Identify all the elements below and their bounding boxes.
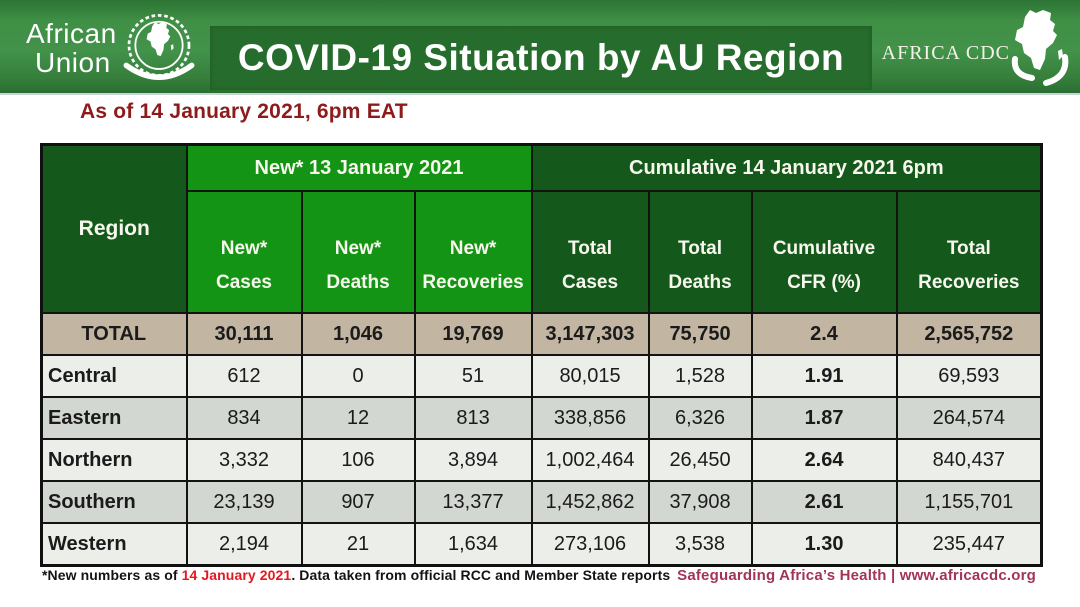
au-logo-line1: African xyxy=(26,18,117,49)
table-row-central: Central 612 0 51 80,015 1,528 1.91 69,59… xyxy=(40,354,1043,398)
footnote-prefix: *New numbers as of xyxy=(42,567,182,583)
col-label-line: New* xyxy=(449,237,497,259)
cell-total-deaths: 75,750 xyxy=(647,312,753,356)
title-band: COVID-19 Situation by AU Region xyxy=(210,26,872,90)
africa-map-hands-icon xyxy=(1011,10,1069,86)
region-label: TOTAL xyxy=(40,312,188,356)
cell-new-deaths: 106 xyxy=(300,438,416,482)
african-union-emblem-icon xyxy=(123,13,195,80)
region-label: Northern xyxy=(40,438,188,482)
group-header-cumulative: Cumulative 14 January 2021 6pm xyxy=(530,143,1043,192)
cell-new-cases: 834 xyxy=(185,396,303,440)
cell-new-cases: 3,332 xyxy=(185,438,303,482)
table-row-eastern: Eastern 834 12 813 338,856 6,326 1.87 26… xyxy=(40,396,1043,440)
cell-new-cases: 30,111 xyxy=(185,312,303,356)
cell-new-cases: 23,139 xyxy=(185,480,303,524)
column-header-total-recoveries: Total Recoveries xyxy=(895,190,1043,314)
cell-total-recoveries: 235,447 xyxy=(895,522,1043,567)
table-row-southern: Southern 23,139 907 13,377 1,452,862 37,… xyxy=(40,480,1043,524)
tagline: Safeguarding Africa’s Health | www.afric… xyxy=(677,567,1036,584)
table-row-northern: Northern 3,332 106 3,894 1,002,464 26,45… xyxy=(40,438,1043,482)
column-header-total-cases: Total Cases xyxy=(530,190,650,314)
col-label-line: Cases xyxy=(216,271,272,293)
cell-total-cases: 1,452,862 xyxy=(530,480,650,524)
cell-new-deaths: 21 xyxy=(300,522,416,567)
cell-cfr: 2.64 xyxy=(750,438,898,482)
cell-cfr: 2.61 xyxy=(750,480,898,524)
cell-new-recoveries: 1,634 xyxy=(413,522,533,567)
cell-new-cases: 612 xyxy=(185,354,303,398)
col-label-line: Recoveries xyxy=(918,271,1020,293)
cell-total-recoveries: 264,574 xyxy=(895,396,1043,440)
column-header-new-cases: New* Cases xyxy=(185,190,303,314)
column-header-cumulative-cfr: Cumulative CFR (%) xyxy=(750,190,898,314)
group-header-row: Region New* 13 January 2021 Cumulative 1… xyxy=(40,143,1043,314)
region-label: Eastern xyxy=(40,396,188,440)
cell-total-cases: 273,106 xyxy=(530,522,650,567)
col-label-line: New* xyxy=(334,237,382,259)
cell-total-recoveries: 2,565,752 xyxy=(895,312,1043,356)
col-label-line: Recoveries xyxy=(422,271,524,293)
cell-total-deaths: 1,528 xyxy=(647,354,753,398)
column-header-new-recoveries: New* Recoveries xyxy=(413,190,533,314)
cell-new-recoveries: 51 xyxy=(413,354,533,398)
cell-new-recoveries: 19,769 xyxy=(413,312,533,356)
col-label-line: Total xyxy=(678,237,723,259)
region-label: Western xyxy=(40,522,188,567)
col-label-line: Total xyxy=(568,237,613,259)
covid-region-table: Region New* 13 January 2021 Cumulative 1… xyxy=(40,143,1044,567)
cell-cfr: 1.91 xyxy=(750,354,898,398)
column-header-region: Region xyxy=(40,143,188,314)
col-label-line: Total xyxy=(946,237,991,259)
table-row-total: TOTAL 30,111 1,046 19,769 3,147,303 75,7… xyxy=(40,312,1043,356)
col-label-line: Deaths xyxy=(326,271,390,293)
region-label: Southern xyxy=(40,480,188,524)
cell-total-deaths: 6,326 xyxy=(647,396,753,440)
col-label-line: Deaths xyxy=(668,271,732,293)
as-of-subtitle: As of 14 January 2021, 6pm EAT xyxy=(80,100,408,123)
footnote-suffix: . Data taken from official RCC and Membe… xyxy=(291,567,671,583)
au-logo-line2: Union xyxy=(35,46,111,78)
footnote-date: 14 January 2021 xyxy=(181,567,292,583)
cell-total-cases: 80,015 xyxy=(530,354,650,398)
region-label: Central xyxy=(40,354,188,398)
header-banner: African Union COVID-19 Situation by AU R… xyxy=(0,0,1080,95)
cell-new-deaths: 1,046 xyxy=(300,312,416,356)
cell-total-cases: 3,147,303 xyxy=(530,312,650,356)
cell-new-recoveries: 13,377 xyxy=(413,480,533,524)
cell-total-recoveries: 840,437 xyxy=(895,438,1043,482)
africa-cdc-wordmark: AFRICA CDC xyxy=(881,42,1010,64)
column-header-total-deaths: Total Deaths xyxy=(647,190,753,314)
cell-new-deaths: 0 xyxy=(300,354,416,398)
cell-total-cases: 338,856 xyxy=(530,396,650,440)
table-row-western: Western 2,194 21 1,634 273,106 3,538 1.3… xyxy=(40,522,1043,567)
cell-new-deaths: 12 xyxy=(300,396,416,440)
cell-new-recoveries: 813 xyxy=(413,396,533,440)
col-label-line: New* xyxy=(220,237,268,259)
cell-total-deaths: 37,908 xyxy=(647,480,753,524)
cell-total-cases: 1,002,464 xyxy=(530,438,650,482)
cell-total-deaths: 3,538 xyxy=(647,522,753,567)
col-label-line: Cases xyxy=(562,271,619,293)
col-label-line: Cumulative xyxy=(772,237,876,259)
cell-new-deaths: 907 xyxy=(300,480,416,524)
column-header-new-deaths: New* Deaths xyxy=(300,190,416,314)
cell-cfr: 1.87 xyxy=(750,396,898,440)
cell-new-recoveries: 3,894 xyxy=(413,438,533,482)
cell-total-recoveries: 69,593 xyxy=(895,354,1043,398)
cell-cfr: 1.30 xyxy=(750,522,898,567)
cell-total-deaths: 26,450 xyxy=(647,438,753,482)
cell-new-cases: 2,194 xyxy=(185,522,303,567)
sub-header-row: New* Cases New* Deaths New* Recoveries T… xyxy=(42,190,1043,314)
col-label-line: CFR (%) xyxy=(787,271,861,293)
group-header-new: New* 13 January 2021 xyxy=(185,143,533,192)
cell-cfr: 2.4 xyxy=(750,312,898,356)
au-logo-wordmark: African Union xyxy=(26,18,117,78)
footnote: *New numbers as of 14 January 2021. Data… xyxy=(42,567,670,583)
cell-total-recoveries: 1,155,701 xyxy=(895,480,1043,524)
page-title: COVID-19 Situation by AU Region xyxy=(237,37,845,78)
